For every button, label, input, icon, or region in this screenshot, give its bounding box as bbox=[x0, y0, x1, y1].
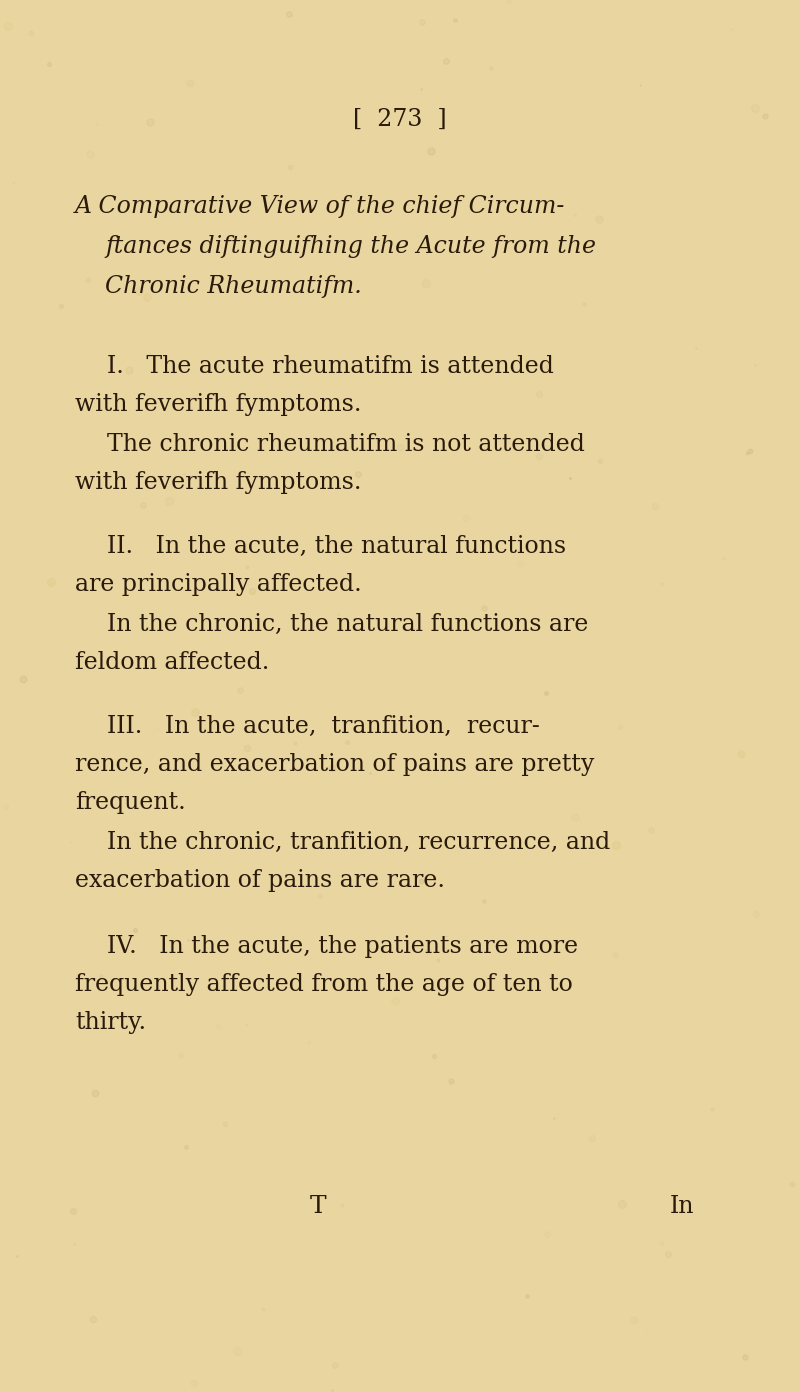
Text: In the chronic, tranfition, recurrence, and: In the chronic, tranfition, recurrence, … bbox=[107, 831, 610, 855]
Text: with feverifh fymptoms.: with feverifh fymptoms. bbox=[75, 470, 362, 494]
Text: with feverifh fymptoms.: with feverifh fymptoms. bbox=[75, 393, 362, 416]
Text: feldom affected.: feldom affected. bbox=[75, 651, 270, 674]
Text: In the chronic, the natural functions are: In the chronic, the natural functions ar… bbox=[107, 612, 588, 636]
Text: The chronic rheumatifm is not attended: The chronic rheumatifm is not attended bbox=[107, 433, 585, 457]
Text: frequently affected from the age of ten to: frequently affected from the age of ten … bbox=[75, 973, 573, 997]
Text: T: T bbox=[310, 1194, 326, 1218]
Text: thirty.: thirty. bbox=[75, 1011, 146, 1034]
Text: In: In bbox=[670, 1194, 694, 1218]
Text: exacerbation of pains are rare.: exacerbation of pains are rare. bbox=[75, 869, 445, 892]
Text: frequent.: frequent. bbox=[75, 791, 186, 814]
Text: A Comparative View of the chief Circum-: A Comparative View of the chief Circum- bbox=[75, 195, 566, 219]
Text: Chronic Rheumatifm.: Chronic Rheumatifm. bbox=[105, 276, 362, 298]
Text: II.   In the acute, the natural functions: II. In the acute, the natural functions bbox=[107, 535, 566, 558]
Text: IV.   In the acute, the patients are more: IV. In the acute, the patients are more bbox=[107, 935, 578, 958]
Text: [  273  ]: [ 273 ] bbox=[353, 109, 447, 131]
Text: III.   In the acute,  tranfition,  recur-: III. In the acute, tranfition, recur- bbox=[107, 715, 540, 738]
Text: ftances diftinguifhing the Acute from the: ftances diftinguifhing the Acute from th… bbox=[105, 235, 596, 258]
Text: rence, and exacerbation of pains are pretty: rence, and exacerbation of pains are pre… bbox=[75, 753, 594, 775]
Text: I.   The acute rheumatifm is attended: I. The acute rheumatifm is attended bbox=[107, 355, 554, 379]
Text: are principally affected.: are principally affected. bbox=[75, 574, 362, 596]
